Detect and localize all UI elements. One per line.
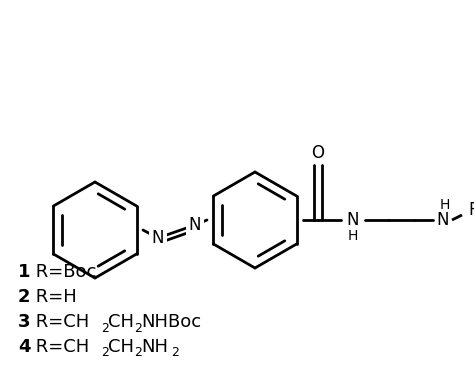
Text: CH: CH [108, 313, 134, 331]
Text: NHBoc: NHBoc [141, 313, 201, 331]
Text: 3: 3 [18, 313, 30, 331]
Text: 4: 4 [18, 338, 30, 356]
Text: CH: CH [108, 338, 134, 356]
Text: H: H [440, 198, 450, 212]
Text: R=CH: R=CH [30, 338, 89, 356]
Text: NH: NH [141, 338, 168, 356]
Text: R=H: R=H [30, 288, 77, 306]
Text: H: H [348, 229, 358, 243]
Text: R: R [468, 201, 474, 219]
Text: 2: 2 [134, 321, 142, 335]
Text: 2: 2 [171, 347, 179, 359]
Text: 2: 2 [101, 347, 109, 359]
Text: N: N [189, 216, 201, 234]
Text: R=Boc: R=Boc [30, 263, 96, 281]
Text: 2: 2 [101, 321, 109, 335]
Text: 2: 2 [18, 288, 30, 306]
Text: N: N [437, 211, 449, 229]
Text: N: N [152, 229, 164, 247]
Text: 2: 2 [134, 347, 142, 359]
Text: O: O [311, 144, 325, 162]
Text: N: N [347, 211, 359, 229]
Text: 1: 1 [18, 263, 30, 281]
Text: R=CH: R=CH [30, 313, 89, 331]
